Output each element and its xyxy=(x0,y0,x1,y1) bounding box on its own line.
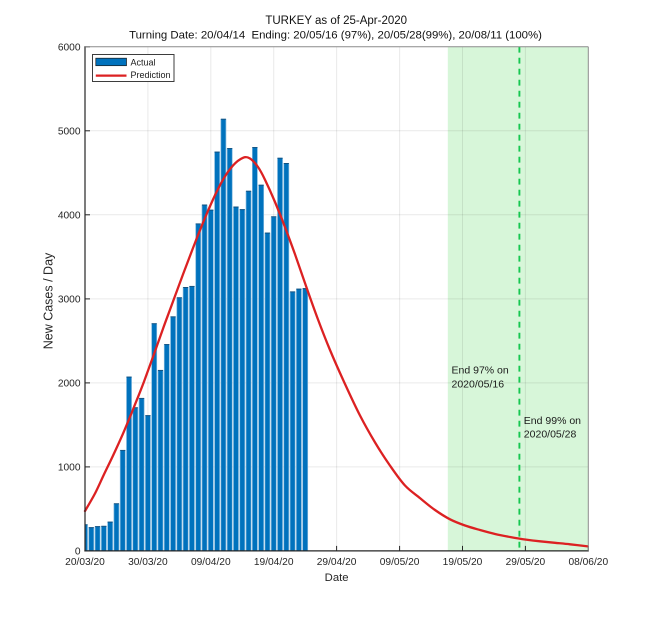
svg-text:2020/05/16: 2020/05/16 xyxy=(452,378,505,390)
svg-text:09/05/20: 09/05/20 xyxy=(380,557,420,568)
svg-text:5000: 5000 xyxy=(58,127,81,138)
svg-text:19/05/20: 19/05/20 xyxy=(443,557,483,568)
svg-text:End 97% on: End 97% on xyxy=(452,365,509,377)
svg-text:29/05/20: 29/05/20 xyxy=(506,557,546,568)
svg-text:Prediction: Prediction xyxy=(131,70,171,80)
svg-text:New Cases / Day: New Cases / Day xyxy=(42,252,56,349)
svg-text:30/03/20: 30/03/20 xyxy=(128,557,168,568)
svg-text:6000: 6000 xyxy=(58,43,81,54)
svg-text:19/04/20: 19/04/20 xyxy=(254,557,294,568)
svg-text:09/04/20: 09/04/20 xyxy=(191,557,231,568)
svg-text:0: 0 xyxy=(75,547,81,558)
svg-text:Actual: Actual xyxy=(131,58,156,68)
svg-text:2000: 2000 xyxy=(58,379,81,390)
svg-text:TURKEY as of 25-Apr-2020: TURKEY as of 25-Apr-2020 xyxy=(265,15,407,27)
svg-text:1000: 1000 xyxy=(58,463,81,474)
svg-text:3000: 3000 xyxy=(58,295,81,306)
svg-text:29/04/20: 29/04/20 xyxy=(317,557,357,568)
svg-text:End 99% on: End 99% on xyxy=(524,415,581,427)
svg-text:08/06/20: 08/06/20 xyxy=(568,557,608,568)
svg-text:4000: 4000 xyxy=(58,211,81,222)
svg-text:20/03/20: 20/03/20 xyxy=(65,557,105,568)
svg-text:Date: Date xyxy=(325,572,349,584)
svg-text:2020/05/28: 2020/05/28 xyxy=(524,429,577,441)
svg-text:Turning Date: 20/04/14 Ending: Turning Date: 20/04/14 Ending: 20/05/16 … xyxy=(129,30,542,42)
